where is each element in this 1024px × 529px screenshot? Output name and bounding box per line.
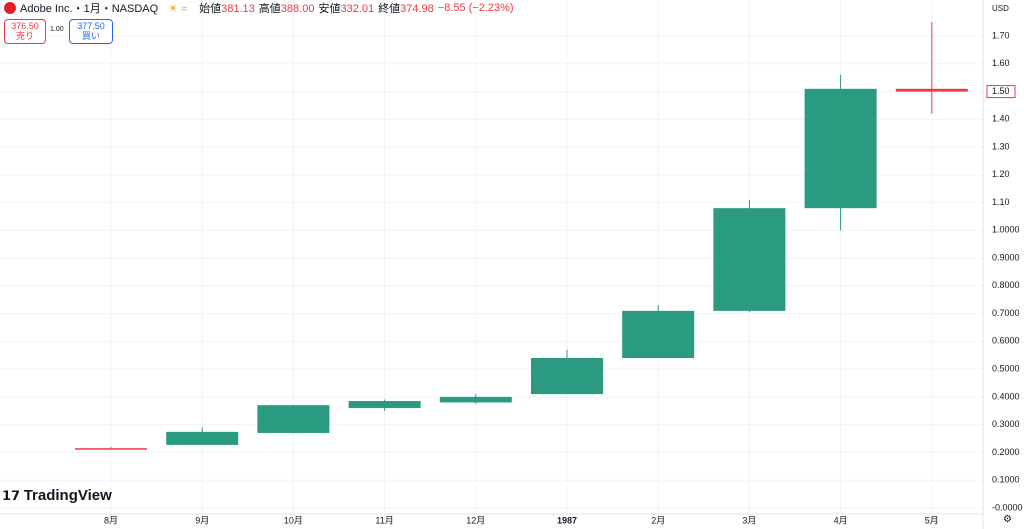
sell-price: 376.50 <box>11 21 39 31</box>
y-tick-label: 0.5000 <box>992 364 1020 374</box>
y-tick-label: 1.20 <box>992 169 1010 179</box>
brand-text: TradingView <box>23 487 112 504</box>
stat-name: 終値 <box>378 3 401 15</box>
y-tick-label: 1.30 <box>992 141 1010 151</box>
candle-body <box>166 431 239 445</box>
candle-body <box>439 396 512 403</box>
y-tick-label: 1.60 <box>992 58 1010 68</box>
stat: 始値381.13 <box>199 0 255 16</box>
y-tick-label: 0.6000 <box>992 336 1020 346</box>
candle-body <box>622 310 695 359</box>
stat: 安値332.01 <box>318 0 374 16</box>
y-tick-label: -0.0000 <box>992 502 1023 512</box>
candle-body <box>348 401 421 408</box>
symbol[interactable]: Adobe Inc.・1月・NASDAQ <box>20 3 159 15</box>
change: −8.55 (−2.23%) <box>437 2 514 14</box>
stat-value: 374.98 <box>400 3 434 15</box>
y-tick-label: 0.2000 <box>992 447 1020 457</box>
spread: 1.00 <box>50 26 64 33</box>
stat-name: 始値 <box>199 3 222 15</box>
candle-body <box>257 405 330 433</box>
candle-body <box>804 88 877 209</box>
stats: 始値381.13 高値388.00 安値332.01 終値374.98 <box>199 0 434 16</box>
x-tick-label: 9月 <box>195 515 209 525</box>
settings-icon[interactable]: ⚙ <box>1003 514 1012 525</box>
last-price-box <box>986 85 1016 99</box>
logo-icon <box>4 2 16 14</box>
header: Adobe Inc.・1月・NASDAQ ☀ ≈ 始値381.13 高値388.0… <box>0 0 514 16</box>
stat-value: 332.01 <box>340 3 375 15</box>
x-tick-label: 5月 <box>925 515 939 525</box>
x-tick-label: 4月 <box>834 515 848 525</box>
stat: 終値374.98 <box>378 0 434 16</box>
stat-value: 388.00 <box>280 3 315 15</box>
x-tick-label: 11月 <box>375 515 393 525</box>
buy-label: 買い <box>81 31 100 41</box>
y-tick-label: 0.4000 <box>992 391 1020 401</box>
stat-name: 安値 <box>318 3 341 15</box>
sell-label: 売り <box>15 31 34 41</box>
stat-name: 高値 <box>258 3 281 15</box>
y-tick-label: 0.7000 <box>992 308 1020 318</box>
stat: 高値388.00 <box>259 0 315 16</box>
buy-price: 377.50 <box>77 21 105 31</box>
brand-logo: 𝟭𝟳 TradingView <box>2 487 112 504</box>
y-tick-label: 1.70 <box>992 30 1010 40</box>
y-tick-label: 1.0000 <box>992 225 1020 235</box>
y-tick-label: 0.8000 <box>992 280 1020 290</box>
sell-button[interactable]: 376.50 売り <box>4 19 46 44</box>
y-tick-label: 0.1000 <box>992 475 1020 485</box>
currency[interactable]: USD <box>992 4 1009 13</box>
buy-button[interactable]: 377.50 買い <box>69 19 113 44</box>
y-tick-label: 1.10 <box>992 197 1010 207</box>
x-tick-label: 1987 <box>557 515 577 525</box>
stat-value: 381.13 <box>221 3 255 15</box>
x-tick-label: 2月 <box>651 515 665 525</box>
candle-body <box>75 448 147 450</box>
y-tick-label: 0.3000 <box>992 419 1020 429</box>
last-price-label: 1.50 <box>992 86 1010 96</box>
x-tick-label: 10月 <box>284 515 303 525</box>
candle-body <box>895 88 968 92</box>
candle-body <box>531 358 603 395</box>
y-tick-label: 0.9000 <box>992 252 1020 262</box>
candle-body <box>713 208 786 311</box>
x-tick-label: 3月 <box>742 515 756 525</box>
y-tick-label: 1.40 <box>992 114 1010 124</box>
x-tick-label: 12月 <box>466 515 485 525</box>
status-icon: ☀ ≈ <box>168 2 188 15</box>
x-tick-label: 8月 <box>104 515 118 525</box>
